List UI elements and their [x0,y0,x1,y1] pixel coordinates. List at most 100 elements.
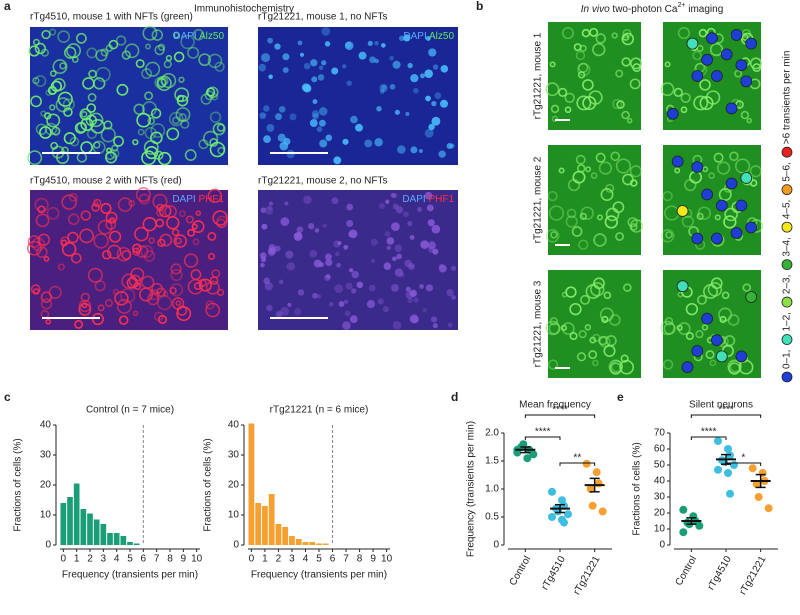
stain-label: DAPI PHF1 [172,194,224,205]
cell [176,94,185,102]
title-part: 2+ [677,2,685,9]
cell [591,359,599,367]
cell [113,135,125,147]
bar [67,497,73,545]
cell [142,101,157,117]
cell [57,30,71,44]
y-tick-label: 20 [40,480,52,491]
cell [36,246,48,258]
cell [347,232,353,238]
cell [697,206,712,220]
cell [377,298,384,305]
title-part: two-photon Ca [610,4,678,15]
data-point [752,480,761,489]
cell [419,73,425,79]
row-label: rTg21221, mouse 1 [533,32,544,119]
cell [109,230,122,243]
chart-title: Mean frequency [519,400,591,411]
cell [398,35,405,42]
cell [158,204,172,218]
cell [418,148,423,153]
micrograph [26,187,229,330]
cell [627,217,638,228]
cell [259,252,267,259]
cell [716,161,731,175]
cell [664,317,674,326]
cell [299,52,305,57]
cell [34,42,47,55]
cell [142,25,158,41]
cell [40,48,49,57]
cell [136,112,151,128]
cell [684,178,697,192]
cell [446,289,454,297]
cell [32,38,40,46]
cell [314,228,320,233]
cell [680,92,691,103]
cell [312,292,318,299]
cell [322,223,327,228]
x-tick-label: 2 [87,554,93,565]
cell [95,49,108,62]
y-tick-label: 10 [40,510,52,521]
cell [616,100,625,109]
cell [405,111,410,116]
cell [170,268,183,282]
cell [630,223,638,231]
data-point [695,521,704,530]
cell [71,56,79,63]
cell [209,111,222,123]
cell [185,215,194,224]
cell [608,314,621,326]
cell [169,283,184,297]
bar [93,519,100,545]
cell [48,285,62,300]
cell [278,105,286,113]
cell [134,226,149,242]
neuron-marker [706,32,718,45]
cell [595,33,607,44]
cell [216,123,225,132]
cell [409,264,415,270]
cell [629,78,641,90]
cell [397,145,406,154]
cell [662,190,673,202]
cell [582,79,594,91]
cell [205,300,215,310]
cell [37,205,46,214]
cell [382,306,389,313]
cell [735,100,744,109]
micrograph-bg [30,27,228,165]
cell [379,203,385,210]
cell [385,199,390,204]
cell [431,224,441,234]
x-tick-label: 3 [101,554,107,565]
cell [438,150,446,158]
cell [80,117,94,132]
cell [749,165,762,178]
cell [334,251,340,257]
neuron-marker [711,232,723,245]
cell [27,235,41,249]
cell [407,297,413,304]
y-tick-label: 10 [228,510,240,521]
micrograph [545,145,644,255]
bar [268,494,275,545]
cell [425,35,431,41]
neuron-marker [686,37,699,50]
cell [115,35,127,46]
cell [82,77,95,90]
neuron-marker [691,70,704,82]
cell [211,269,221,279]
cell [52,78,66,92]
legend-swatch [781,221,793,233]
cell [548,322,561,335]
cell [588,90,603,105]
cell [151,29,164,41]
cell [350,115,358,124]
cell [392,203,399,210]
cell [337,241,342,246]
cell [428,241,436,250]
cell [30,95,42,108]
cell [87,267,103,283]
